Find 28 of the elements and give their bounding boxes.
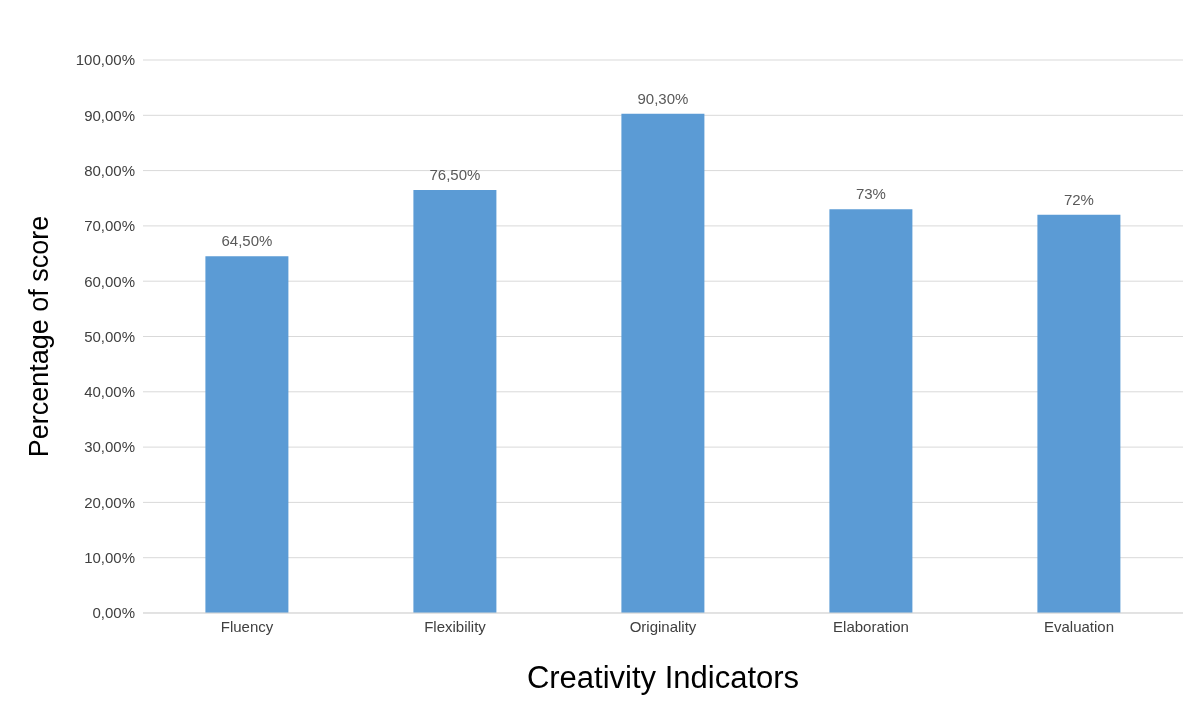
y-axis-title: Percentage of score (23, 215, 54, 458)
y-tick-label: 0,00% (92, 604, 135, 622)
data-label: 76,50% (429, 165, 481, 183)
y-tick-label: 100,00% (75, 51, 135, 69)
y-tick-label: 80,00% (84, 161, 135, 179)
y-tick-label: 90,00% (84, 106, 135, 124)
x-tick-label: Fluency (220, 617, 274, 635)
data-label: 72% (1063, 190, 1094, 208)
bar (829, 209, 913, 613)
x-tick-label: Evaluation (1043, 617, 1115, 635)
y-tick-label: 10,00% (84, 549, 135, 567)
y-tick-label: 70,00% (84, 217, 135, 235)
data-label: 64,50% (221, 232, 273, 250)
y-tick-label: 20,00% (84, 493, 135, 511)
bar (621, 113, 705, 613)
x-tick-label: Elaboration (833, 617, 909, 635)
data-label: 73% (855, 185, 886, 203)
y-tick-label: 50,00% (84, 327, 135, 345)
y-tick-label: 30,00% (84, 438, 135, 456)
data-label: 90,30% (637, 89, 689, 107)
y-tick-label: 60,00% (84, 272, 135, 290)
x-tick-label: Flexibility (424, 617, 487, 635)
y-tick-label: 40,00% (84, 383, 135, 401)
bar (1037, 214, 1121, 613)
x-tick-label: Originality (629, 617, 697, 635)
bar (413, 189, 497, 613)
bar (205, 256, 289, 613)
x-axis-title: Creativity Indicators (526, 660, 800, 695)
